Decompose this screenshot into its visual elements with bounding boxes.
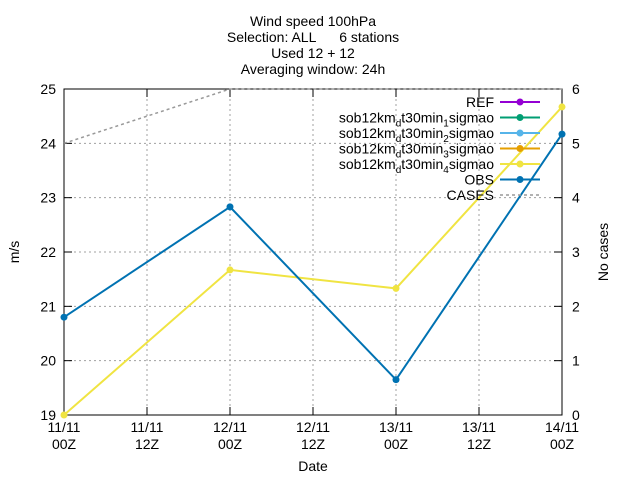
legend-label-part: sigmao xyxy=(449,156,494,172)
legend-label-part: 2 xyxy=(443,134,449,145)
data-point-obs xyxy=(60,313,68,321)
data-point-s4 xyxy=(226,266,234,274)
series-obs xyxy=(60,130,566,384)
y-tick-label: 21 xyxy=(40,298,56,314)
y-tick-label: 23 xyxy=(40,190,56,206)
legend-label-part: sigmao xyxy=(449,125,494,141)
legend-label: sob12kmdt30min2sigmao xyxy=(339,125,494,145)
legend-item-s1: sob12kmdt30min1sigmao xyxy=(339,110,540,130)
chart-title: Wind speed 100hPa Selection: ALL 6 stati… xyxy=(227,13,399,77)
axes: 19202122232425012345611/1100Z11/1112Z12/… xyxy=(40,81,580,452)
y2-tick-label: 2 xyxy=(572,298,580,314)
legend-item-s2: sob12kmdt30min2sigmao xyxy=(339,125,540,145)
legend-label-part: d xyxy=(396,150,402,161)
x-tick-label-hour: 00Z xyxy=(52,436,77,452)
title-line-2: Selection: ALL 6 stations xyxy=(227,29,399,45)
title-line-4: Averaging window: 24h xyxy=(241,61,386,77)
legend-label: sob12kmdt30min4sigmao xyxy=(339,156,494,176)
y-axis-label: m/s xyxy=(6,241,22,264)
x-tick-label-hour: 12Z xyxy=(301,436,326,452)
x-tick-label-date: 12/11 xyxy=(213,419,247,435)
legend-label-part: sigmao xyxy=(449,141,494,157)
legend-label-part: t30min xyxy=(401,110,443,126)
title-line-1: Wind speed 100hPa xyxy=(250,13,376,29)
legend-label-part: sob12km xyxy=(339,156,396,172)
legend-swatch-marker xyxy=(516,145,524,152)
legend-item-cases: CASES xyxy=(447,187,540,203)
legend-label-part: t30min xyxy=(401,125,443,141)
legend-label-part: d xyxy=(396,119,402,130)
series-layer xyxy=(60,88,566,419)
x-tick-label-date: 12/11 xyxy=(296,419,330,435)
title-line-3: Used 12 + 12 xyxy=(271,45,355,61)
legend-label-part: sob12km xyxy=(339,125,396,141)
legend: REFsob12kmdt30min1sigmaosob12kmdt30min2s… xyxy=(339,94,540,203)
legend-label-part: sob12km xyxy=(339,141,396,157)
data-point-obs xyxy=(392,376,400,384)
legend-item-ref: REF xyxy=(466,94,540,110)
legend-label: sob12kmdt30min3sigmao xyxy=(339,141,494,161)
data-point-obs xyxy=(226,203,234,211)
legend-item-s4: sob12kmdt30min4sigmao xyxy=(339,156,540,176)
series-s4 xyxy=(60,103,566,419)
legend-label: REF xyxy=(466,94,494,110)
legend-swatch-marker xyxy=(516,98,524,106)
legend-label-part: 4 xyxy=(443,165,449,176)
legend-label-part: 3 xyxy=(443,150,449,161)
legend-swatch-marker xyxy=(516,160,524,168)
legend-label-part: t30min xyxy=(401,156,443,172)
y-tick-label: 19 xyxy=(40,407,56,423)
x-tick-label-date: 11/11 xyxy=(131,419,164,435)
data-point-s4 xyxy=(392,284,400,292)
y2-axis-label: No cases xyxy=(595,223,611,281)
x-tick-label-hour: 00Z xyxy=(550,436,575,452)
series-line-s4 xyxy=(63,106,563,416)
x-tick-label-hour: 12Z xyxy=(467,436,492,452)
y-tick-label: 24 xyxy=(40,135,56,151)
legend-item-s3: sob12kmdt30min3sigmao xyxy=(339,141,540,161)
x-tick-label-hour: 00Z xyxy=(384,436,409,452)
data-point-s4 xyxy=(60,411,68,419)
y2-tick-label: 6 xyxy=(572,81,580,97)
legend-swatch-marker xyxy=(516,114,524,121)
legend-label-part: 1 xyxy=(443,119,449,130)
y-tick-label: 20 xyxy=(40,353,56,369)
x-tick-label-date: 14/11 xyxy=(545,419,579,435)
legend-label: sob12kmdt30min1sigmao xyxy=(339,110,494,130)
x-tick-label-date: 11/11 xyxy=(48,419,81,435)
legend-item-obs: OBS xyxy=(464,172,540,188)
y2-tick-label: 0 xyxy=(572,407,580,423)
legend-label-part: d xyxy=(396,165,402,176)
series-line-obs xyxy=(63,133,563,382)
x-tick-label-date: 13/11 xyxy=(462,419,496,435)
legend-label-part: t30min xyxy=(401,141,443,157)
y2-tick-label: 3 xyxy=(572,244,580,260)
legend-label: OBS xyxy=(464,172,494,188)
y-tick-label: 25 xyxy=(40,81,56,97)
x-tick-label-hour: 12Z xyxy=(135,436,160,452)
y2-tick-label: 4 xyxy=(572,190,580,206)
legend-label-part: sigmao xyxy=(449,110,494,126)
x-tick-label-hour: 00Z xyxy=(218,436,243,452)
data-point-obs xyxy=(558,130,566,138)
x-tick-label-date: 13/11 xyxy=(379,419,413,435)
legend-swatch-marker xyxy=(516,129,524,137)
legend-label-part: sob12km xyxy=(339,110,396,126)
legend-swatch-marker xyxy=(516,176,524,183)
y-tick-label: 22 xyxy=(40,244,56,260)
legend-label-part: d xyxy=(396,134,402,145)
y2-tick-label: 5 xyxy=(572,135,580,151)
data-point-s4 xyxy=(558,103,566,111)
y2-tick-label: 1 xyxy=(572,353,580,369)
legend-label: CASES xyxy=(447,187,494,203)
x-axis-label: Date xyxy=(298,458,328,474)
